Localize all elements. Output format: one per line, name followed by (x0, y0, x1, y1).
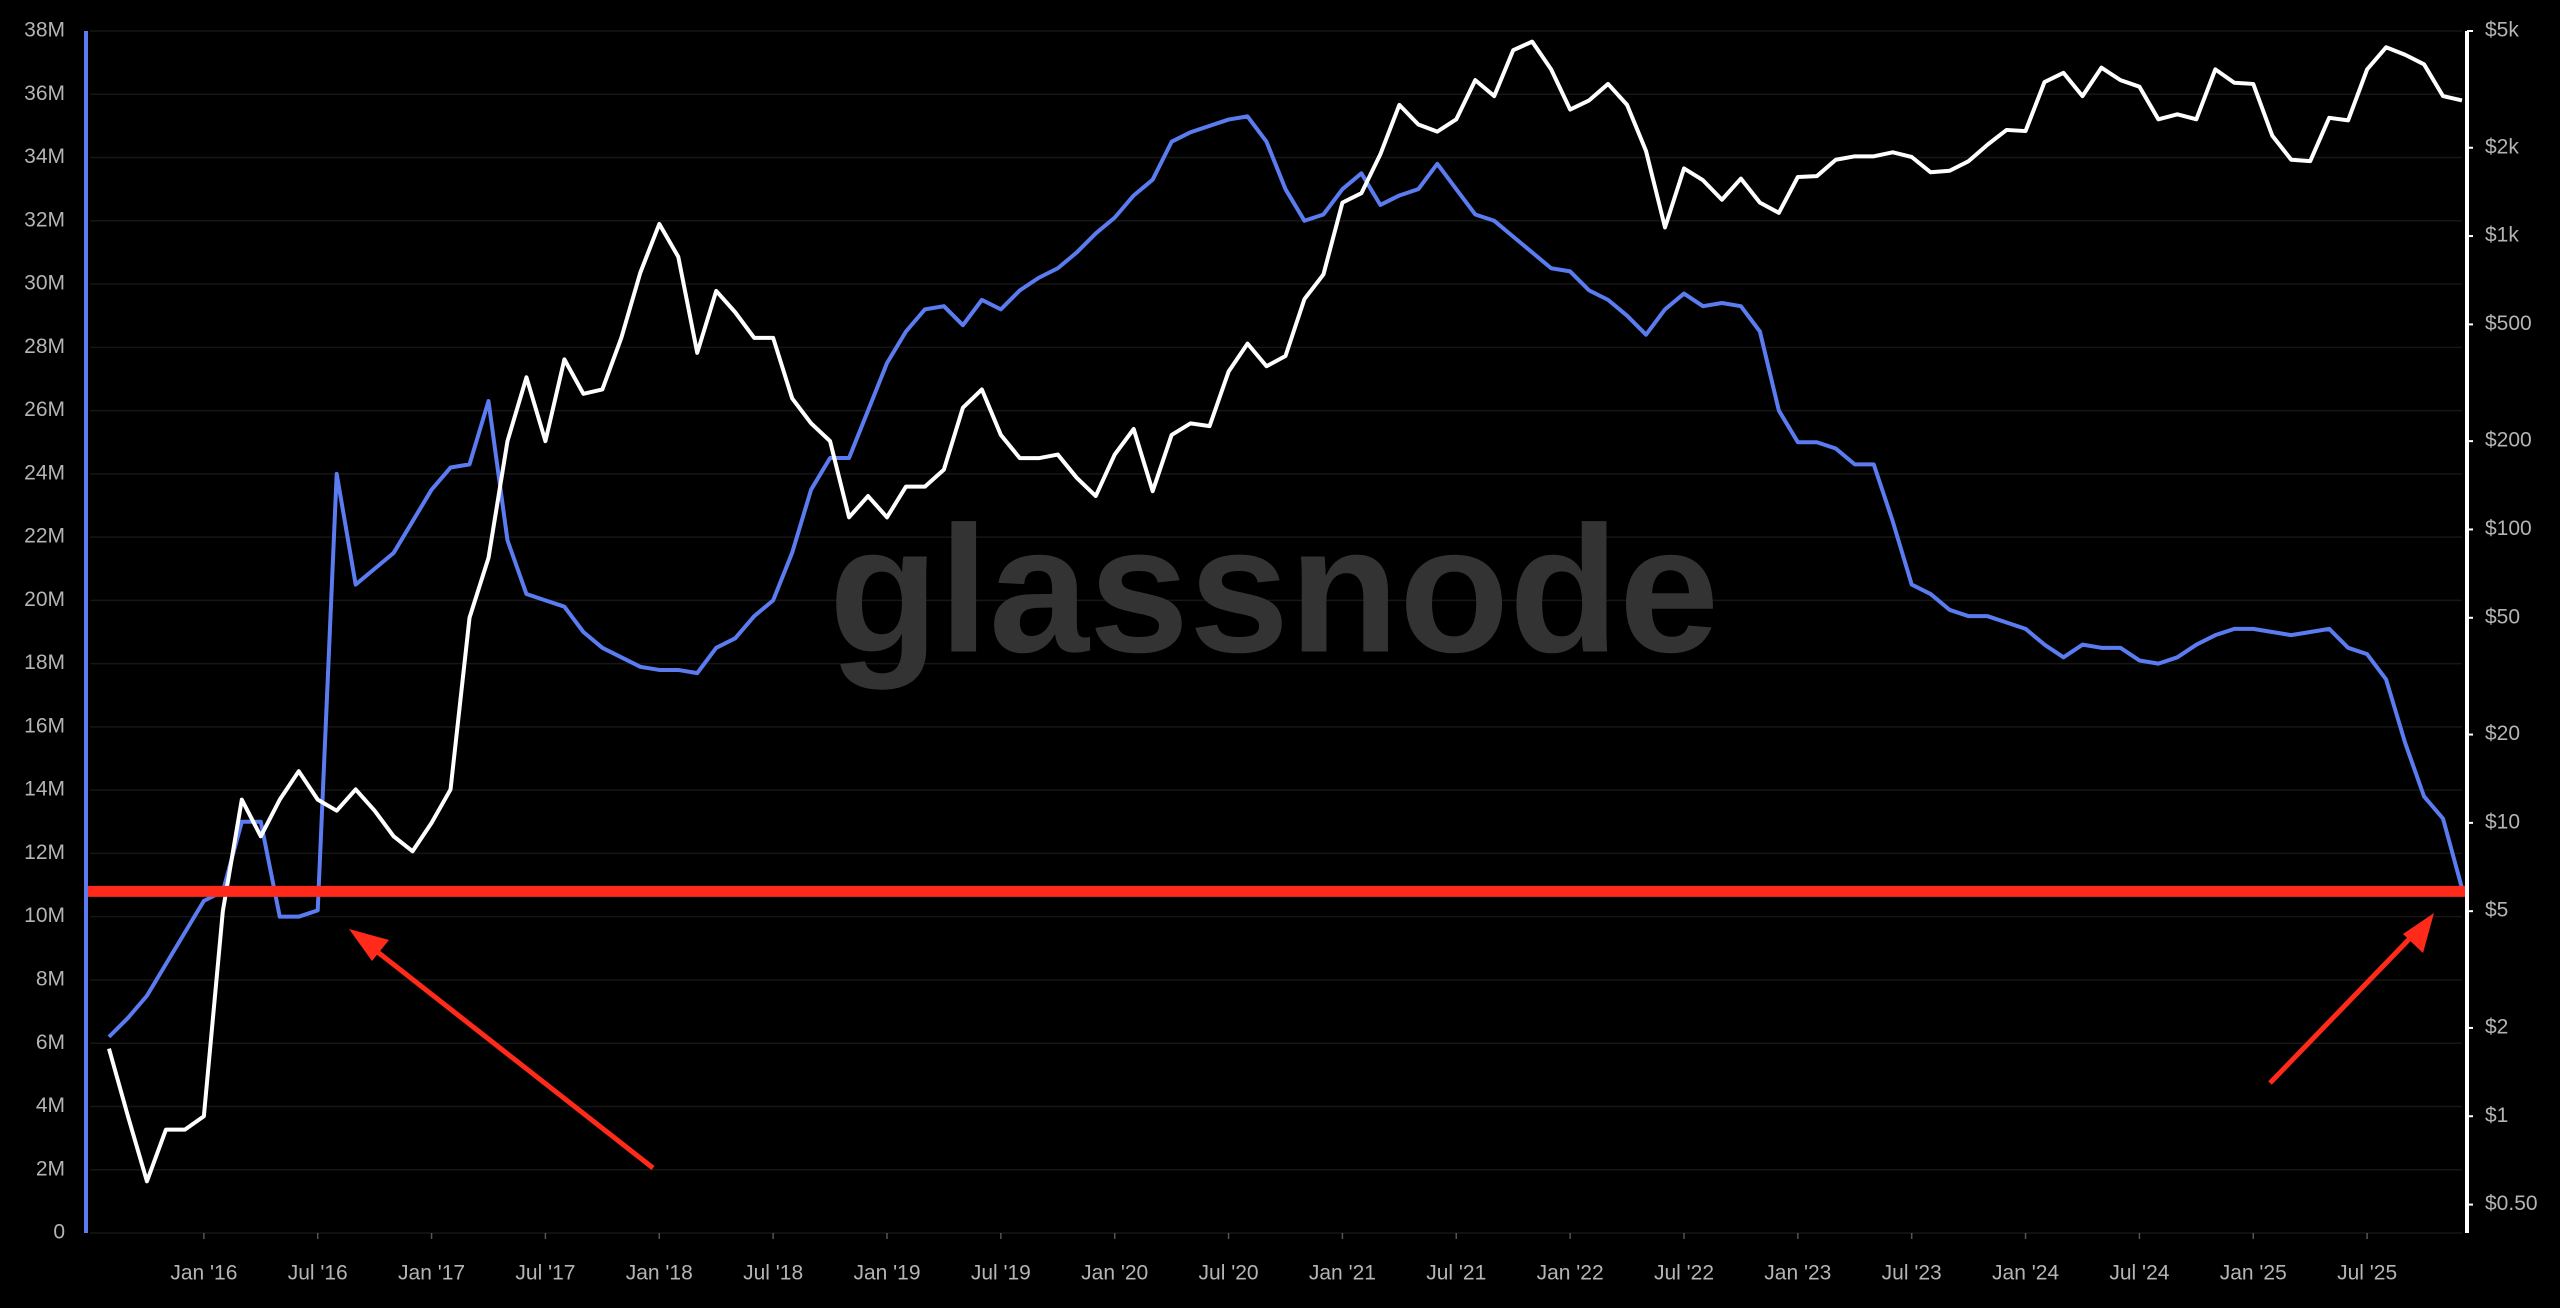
watermark: glassnode (829, 490, 1719, 691)
y2-tick-label: $5 (2485, 899, 2508, 922)
plot-area (87, 39, 2466, 1184)
x-tick-label: Jan '20 (1081, 1262, 1148, 1285)
y-tick-label: 14M (24, 778, 65, 801)
y-tick-label: 8M (36, 967, 65, 990)
x-tick-label: Jul '20 (1199, 1262, 1259, 1285)
y2-tick-label: $50 (2485, 605, 2520, 628)
y2-tick-label: $200 (2485, 429, 2532, 452)
x-tick-label: Jan '19 (853, 1262, 920, 1285)
arrow-left (368, 944, 655, 1170)
y-tick-label: 24M (24, 461, 65, 484)
y-tick-label: 18M (24, 651, 65, 674)
y2-tick-label: $2k (2485, 135, 2519, 158)
y2-tick-label: $500 (2485, 312, 2532, 335)
series-line (107, 114, 2464, 1039)
x-tick-label: Jul '21 (1426, 1262, 1486, 1285)
x-tick-label: Jan '17 (398, 1262, 465, 1285)
x-tick-label: Jan '22 (1537, 1262, 1604, 1285)
arrows (349, 913, 2434, 1170)
x-tick-label: Jul '23 (1882, 1262, 1942, 1285)
y-tick-label: 4M (36, 1094, 65, 1117)
series-line (107, 39, 2463, 1184)
y2-tick-label: $100 (2485, 517, 2532, 540)
x-tick-label: Jul '16 (288, 1262, 348, 1285)
x-tick-label: Jul '19 (971, 1262, 1031, 1285)
y-tick-label: 6M (36, 1031, 65, 1054)
y-tick-label: 20M (24, 588, 65, 611)
x-tick-label: Jul '18 (743, 1262, 803, 1285)
y-tick-label: 16M (24, 714, 65, 737)
y-tick-label: 36M (24, 82, 65, 105)
y2-tick-label: $0.50 (2485, 1192, 2538, 1215)
x-tick-label: Jan '23 (1764, 1262, 1831, 1285)
y-tick-label: 12M (24, 841, 65, 864)
x-tick-label: Jan '16 (170, 1262, 237, 1285)
y-tick-label: 38M (24, 19, 65, 42)
grid (90, 30, 2462, 1234)
arrow-right (2268, 929, 2419, 1085)
x-tick-label: Jan '24 (1992, 1262, 2059, 1285)
y2-tick-label: $1 (2485, 1104, 2508, 1127)
y-tick-label: 26M (24, 398, 65, 421)
y2-tick-label: $10 (2485, 810, 2520, 833)
x-tick-label: Jan '25 (2220, 1262, 2287, 1285)
y2-tick-label: $1k (2485, 224, 2519, 247)
arrow-left-head (349, 929, 389, 961)
arrow-right-head (2403, 913, 2434, 953)
y-tick-label: 22M (24, 525, 65, 548)
y-tick-label: 34M (24, 145, 65, 168)
y-tick-label: 0 (53, 1221, 65, 1244)
y2-tick-label: $5k (2485, 19, 2519, 42)
x-tick-label: Jan '18 (626, 1262, 693, 1285)
y-tick-label: 2M (36, 1157, 65, 1180)
y-tick-label: 30M (24, 272, 65, 295)
x-tick-label: Jul '25 (2337, 1262, 2397, 1285)
y-tick-label: 32M (24, 208, 65, 231)
x-tick-label: Jul '17 (515, 1262, 575, 1285)
y-tick-label: 28M (24, 335, 65, 358)
y2-tick-label: $2 (2485, 1015, 2508, 1038)
x-tick-label: Jan '21 (1309, 1262, 1376, 1285)
y-tick-label: 10M (24, 904, 65, 927)
x-tick-label: Jul '24 (2109, 1262, 2169, 1285)
y2-tick-label: $20 (2485, 722, 2520, 745)
x-tick-label: Jul '22 (1654, 1262, 1714, 1285)
